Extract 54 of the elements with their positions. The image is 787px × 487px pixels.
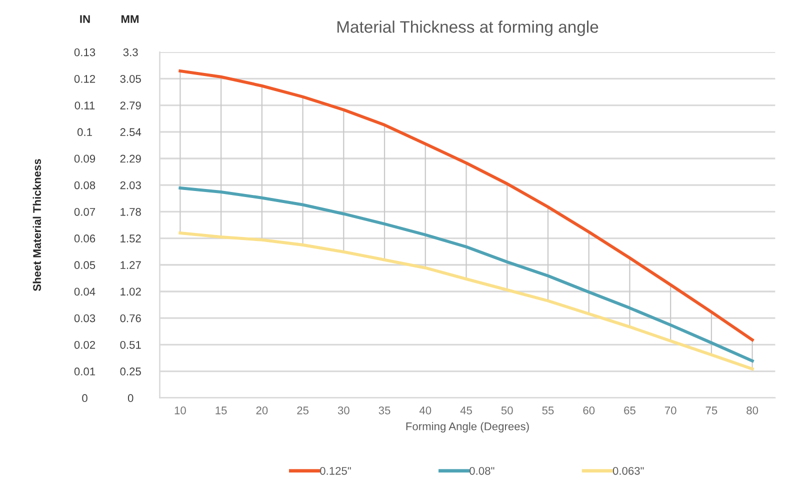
y-tick-label: 0.03 xyxy=(74,314,96,322)
y2-tick-label: 2.54 xyxy=(120,128,142,136)
y2-tick-label: 2.79 xyxy=(120,102,141,110)
legend-label: 0.063" xyxy=(612,466,644,475)
x-tick-label: 35 xyxy=(378,406,390,414)
legend-label: 0.08" xyxy=(470,466,494,475)
y2-tick-label: 3.05 xyxy=(120,74,141,83)
y-tick-label: 0.05 xyxy=(74,261,96,270)
line-series xyxy=(178,186,754,362)
x-tick-label: 30 xyxy=(338,406,350,414)
y2-tick-label: 0 xyxy=(128,394,134,402)
y-tick-label: 0.12 xyxy=(74,74,96,83)
y2-tick-label: 1.27 xyxy=(120,261,141,269)
x-tick-label: 50 xyxy=(501,406,513,414)
y2-tick-label: 3.3 xyxy=(123,48,138,56)
y2-tick-label: 0.25 xyxy=(120,368,141,376)
y-tick-label: 0 xyxy=(82,394,88,402)
x-tick-label: 65 xyxy=(624,406,636,414)
y2-tick-label: 1.02 xyxy=(120,288,141,296)
x-tick-label: 55 xyxy=(542,406,554,414)
x-tick-label: 80 xyxy=(746,406,758,414)
chart-title: Material Thickness at forming angle xyxy=(337,20,598,36)
line-series xyxy=(178,69,754,342)
y-tick-label: 0.02 xyxy=(74,340,96,349)
x-tick-label: 25 xyxy=(297,406,309,414)
x-tick-label: 45 xyxy=(460,406,472,414)
y2-axis-title: MM xyxy=(121,15,139,23)
y-tick-label: 0.08 xyxy=(74,181,96,190)
x-tick-label: 75 xyxy=(706,406,718,414)
y-tick-label: 0.07 xyxy=(74,208,96,216)
y-tick-label: 0.1 xyxy=(77,128,92,136)
y-tick-label: 0.09 xyxy=(74,154,96,163)
y2-tick-label: 2.03 xyxy=(120,181,141,190)
y-tick-label: 0.06 xyxy=(74,234,96,242)
x-tick-label: 40 xyxy=(419,406,432,414)
line-series xyxy=(178,231,754,370)
y2-tick-label: 1.78 xyxy=(120,208,141,216)
y-axis-title: Sheet Material Thickness xyxy=(32,159,41,292)
text: IN xyxy=(80,15,90,23)
y-tick-label: 0.13 xyxy=(74,48,96,56)
x-axis-title: Forming Angle (Degrees) xyxy=(406,422,529,432)
y2-tick-label: 0.51 xyxy=(120,340,141,349)
y2-tick-label: 1.52 xyxy=(120,234,141,242)
x-tick-label: 15 xyxy=(216,406,227,414)
legend-label: 0.125" xyxy=(320,466,351,475)
x-tick-label: 70 xyxy=(664,406,676,414)
x-tick-label: 60 xyxy=(583,406,595,414)
y-tick-label: 0.11 xyxy=(74,102,95,110)
x-tick-label: 20 xyxy=(256,406,268,414)
x-tick-label: 10 xyxy=(174,406,186,414)
y-tick-label: 0.04 xyxy=(74,288,96,296)
y2-tick-label: 2.29 xyxy=(120,154,141,163)
y-tick-label: 0.01 xyxy=(74,368,96,376)
y2-tick-label: 0.76 xyxy=(120,314,141,322)
